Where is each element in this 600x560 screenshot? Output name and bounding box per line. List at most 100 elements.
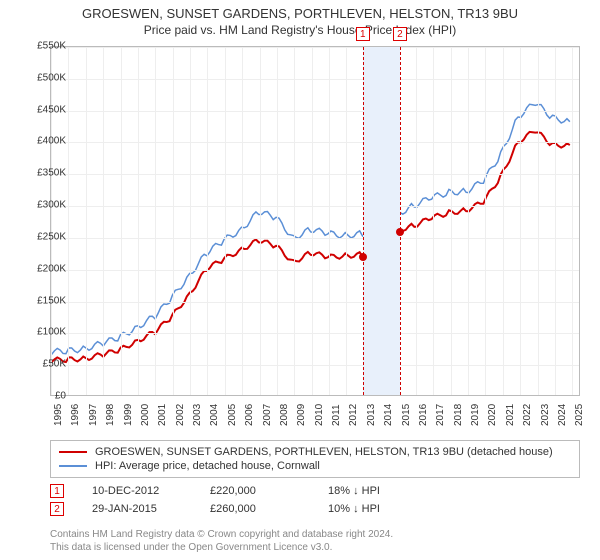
note-delta: 10% ↓ HPI: [328, 503, 418, 515]
title-address: GROESWEN, SUNSET GARDENS, PORTHLEVEN, HE…: [0, 6, 600, 21]
y-axis-label: £300K: [37, 200, 66, 211]
x-axis-label: 2005: [227, 404, 238, 426]
gridline-h: [51, 47, 579, 48]
marker-label: 1: [356, 27, 370, 41]
x-axis-label: 2009: [296, 404, 307, 426]
gridline-v: [190, 47, 191, 395]
highlight-band: [363, 47, 400, 395]
x-axis-label: 2023: [540, 404, 551, 426]
chart-svg: [51, 47, 579, 395]
note-row: 1 10-DEC-2012 £220,000 18% ↓ HPI: [50, 482, 580, 500]
x-axis-label: 1998: [105, 404, 116, 426]
x-axis-label: 2000: [140, 404, 151, 426]
gridline-v: [260, 47, 261, 395]
x-axis-label: 2018: [453, 404, 464, 426]
gridline-v: [312, 47, 313, 395]
gridline-v: [225, 47, 226, 395]
footer-line-2: This data is licensed under the Open Gov…: [50, 541, 580, 554]
y-axis-label: £350K: [37, 168, 66, 179]
transaction-dot: [359, 253, 367, 261]
gridline-v: [346, 47, 347, 395]
gridline-v: [51, 47, 52, 395]
legend: GROESWEN, SUNSET GARDENS, PORTHLEVEN, HE…: [50, 440, 580, 478]
gridline-v: [433, 47, 434, 395]
x-axis-label: 1996: [70, 404, 81, 426]
note-marker: 2: [50, 502, 64, 516]
transaction-dot: [396, 228, 404, 236]
x-axis-label: 1995: [53, 404, 64, 426]
y-axis-label: £550K: [37, 41, 66, 52]
gridline-h: [51, 270, 579, 271]
gridline-h: [51, 142, 579, 143]
y-axis-label: £400K: [37, 136, 66, 147]
x-axis-label: 2002: [175, 404, 186, 426]
gridline-v: [451, 47, 452, 395]
plot-area: 12: [50, 46, 580, 396]
note-row: 2 29-JAN-2015 £260,000 10% ↓ HPI: [50, 500, 580, 518]
y-axis-label: £0: [55, 391, 66, 402]
gridline-v: [329, 47, 330, 395]
x-axis-label: 2008: [279, 404, 290, 426]
gridline-h: [51, 302, 579, 303]
y-axis-label: £150K: [37, 295, 66, 306]
x-axis-label: 2010: [314, 404, 325, 426]
y-axis-label: £100K: [37, 327, 66, 338]
gridline-v: [555, 47, 556, 395]
note-delta: 18% ↓ HPI: [328, 485, 418, 497]
x-axis-label: 2015: [401, 404, 412, 426]
x-axis-label: 2025: [574, 404, 585, 426]
legend-label: HPI: Average price, detached house, Corn…: [95, 460, 320, 472]
note-marker: 1: [50, 484, 64, 498]
gridline-v: [538, 47, 539, 395]
x-axis-label: 2004: [209, 404, 220, 426]
gridline-v: [485, 47, 486, 395]
gridline-h: [51, 206, 579, 207]
x-axis-label: 2007: [262, 404, 273, 426]
x-axis-label: 2024: [557, 404, 568, 426]
marker-label: 2: [393, 27, 407, 41]
gridline-v: [242, 47, 243, 395]
legend-swatch: [59, 465, 87, 467]
x-axis-label: 2022: [522, 404, 533, 426]
gridline-v: [138, 47, 139, 395]
title-subtitle: Price paid vs. HM Land Registry's House …: [0, 23, 600, 37]
note-date: 29-JAN-2015: [92, 503, 182, 515]
x-axis-label: 2016: [418, 404, 429, 426]
gridline-v: [294, 47, 295, 395]
gridline-h: [51, 79, 579, 80]
gridline-v: [416, 47, 417, 395]
legend-row: GROESWEN, SUNSET GARDENS, PORTHLEVEN, HE…: [59, 445, 571, 459]
gridline-v: [207, 47, 208, 395]
y-axis-label: £500K: [37, 72, 66, 83]
gridline-v: [503, 47, 504, 395]
gridline-v: [572, 47, 573, 395]
x-axis-label: 2014: [383, 404, 394, 426]
x-axis-label: 2011: [331, 404, 342, 426]
x-axis-label: 2017: [435, 404, 446, 426]
gridline-v: [468, 47, 469, 395]
y-axis-label: £250K: [37, 231, 66, 242]
x-axis-label: 1999: [123, 404, 134, 426]
x-axis-label: 2001: [157, 404, 168, 426]
gridline-h: [51, 238, 579, 239]
reference-line: [400, 47, 401, 395]
reference-line: [363, 47, 364, 395]
legend-row: HPI: Average price, detached house, Corn…: [59, 459, 571, 473]
x-axis-label: 2019: [470, 404, 481, 426]
y-axis-label: £50K: [43, 359, 66, 370]
x-axis-label: 2020: [487, 404, 498, 426]
footer: Contains HM Land Registry data © Crown c…: [50, 528, 580, 554]
note-price: £260,000: [210, 503, 300, 515]
footer-line-1: Contains HM Land Registry data © Crown c…: [50, 528, 580, 541]
note-date: 10-DEC-2012: [92, 485, 182, 497]
note-price: £220,000: [210, 485, 300, 497]
x-axis-label: 2012: [348, 404, 359, 426]
legend-label: GROESWEN, SUNSET GARDENS, PORTHLEVEN, HE…: [95, 446, 553, 458]
x-axis-label: 2021: [505, 404, 516, 426]
gridline-h: [51, 333, 579, 334]
titles: GROESWEN, SUNSET GARDENS, PORTHLEVEN, HE…: [0, 0, 600, 37]
gridline-v: [86, 47, 87, 395]
x-axis-label: 1997: [88, 404, 99, 426]
y-axis-label: £450K: [37, 104, 66, 115]
gridline-v: [68, 47, 69, 395]
